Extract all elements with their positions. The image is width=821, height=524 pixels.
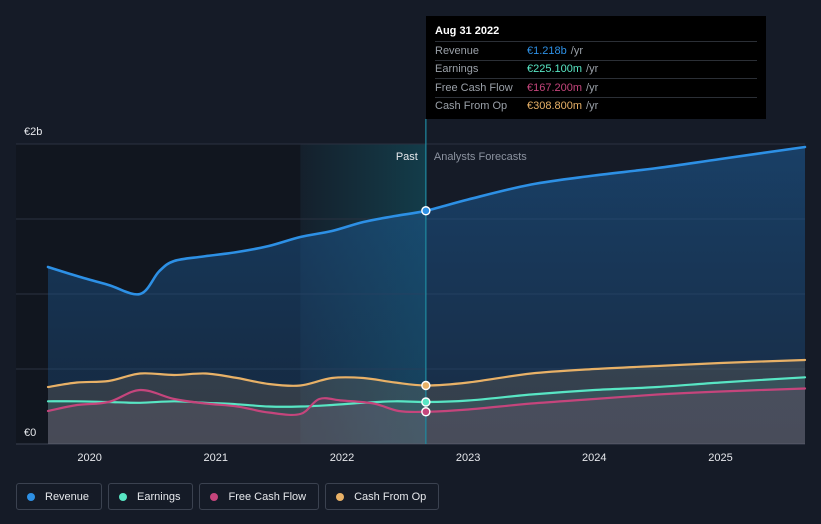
tooltip-row-revenue: Revenue €1.218b /yr	[435, 41, 757, 60]
x-tick-label: 2020	[77, 452, 101, 464]
legend-item-revenue[interactable]: Revenue	[16, 483, 103, 510]
tooltip-unit: /yr	[586, 63, 599, 76]
tooltip-row-cash-from-op: Cash From Op €308.800m /yr	[435, 96, 757, 116]
legend-label: Revenue	[45, 490, 90, 503]
tooltip-value: €225.100m	[527, 63, 583, 76]
y-axis-max-label: €2b	[24, 126, 42, 138]
legend-dot-icon	[336, 492, 345, 501]
tooltip: Aug 31 2022 Revenue €1.218b /yr Earnings…	[426, 16, 766, 119]
marker-revenue	[421, 206, 431, 216]
x-tick-label: 2021	[204, 452, 228, 464]
tooltip-value: €167.200m	[527, 81, 583, 94]
marker-earnings	[421, 397, 431, 407]
tooltip-unit: /yr	[570, 44, 583, 57]
x-tick-label: 2023	[456, 452, 480, 464]
tooltip-value: €308.800m	[527, 100, 583, 113]
tooltip-label: Free Cash Flow	[435, 81, 513, 94]
tooltip-label: Revenue	[435, 44, 480, 57]
tooltip-label: Cash From Op	[435, 100, 508, 113]
tooltip-row-earnings: Earnings €225.100m /yr	[435, 59, 757, 79]
legend-item-cash-from-op[interactable]: Cash From Op	[325, 483, 440, 510]
legend: Revenue Earnings Free Cash Flow Cash Fro…	[16, 483, 440, 510]
area-revenue	[48, 147, 805, 444]
tooltip-unit: /yr	[586, 100, 599, 113]
x-tick-label: 2025	[708, 452, 732, 464]
legend-dot-icon	[119, 492, 128, 501]
tooltip-row-free-cash-flow: Free Cash Flow €167.200m /yr	[435, 78, 757, 97]
marker-cash-from-op	[421, 380, 431, 391]
series-line-revenue	[46, 145, 807, 296]
series-line-earnings	[46, 376, 807, 408]
x-tick-label: 2024	[582, 452, 606, 464]
x-tick-label: 2022	[330, 452, 354, 464]
legend-label: Earnings	[137, 490, 181, 503]
series-line-cash-from-op	[46, 358, 807, 389]
tooltip-label: Earnings	[435, 63, 479, 76]
marker-free-cash-flow	[421, 407, 431, 417]
tooltip-value: €1.218b	[527, 44, 567, 57]
legend-item-earnings[interactable]: Earnings	[108, 483, 194, 510]
y-axis-min-label: €0	[24, 427, 36, 439]
forecast-label: Analysts Forecasts	[434, 151, 527, 163]
tooltip-date: Aug 31 2022	[435, 25, 500, 37]
series-line-free-cash-flow	[46, 387, 807, 417]
legend-dot-icon	[210, 492, 219, 501]
legend-dot-icon	[27, 492, 35, 501]
past-label: Past	[396, 151, 418, 163]
legend-label: Cash From Op	[354, 490, 427, 503]
legend-label: Free Cash Flow	[228, 490, 307, 503]
legend-item-free-cash-flow[interactable]: Free Cash Flow	[199, 483, 320, 510]
tooltip-unit: /yr	[586, 81, 599, 94]
